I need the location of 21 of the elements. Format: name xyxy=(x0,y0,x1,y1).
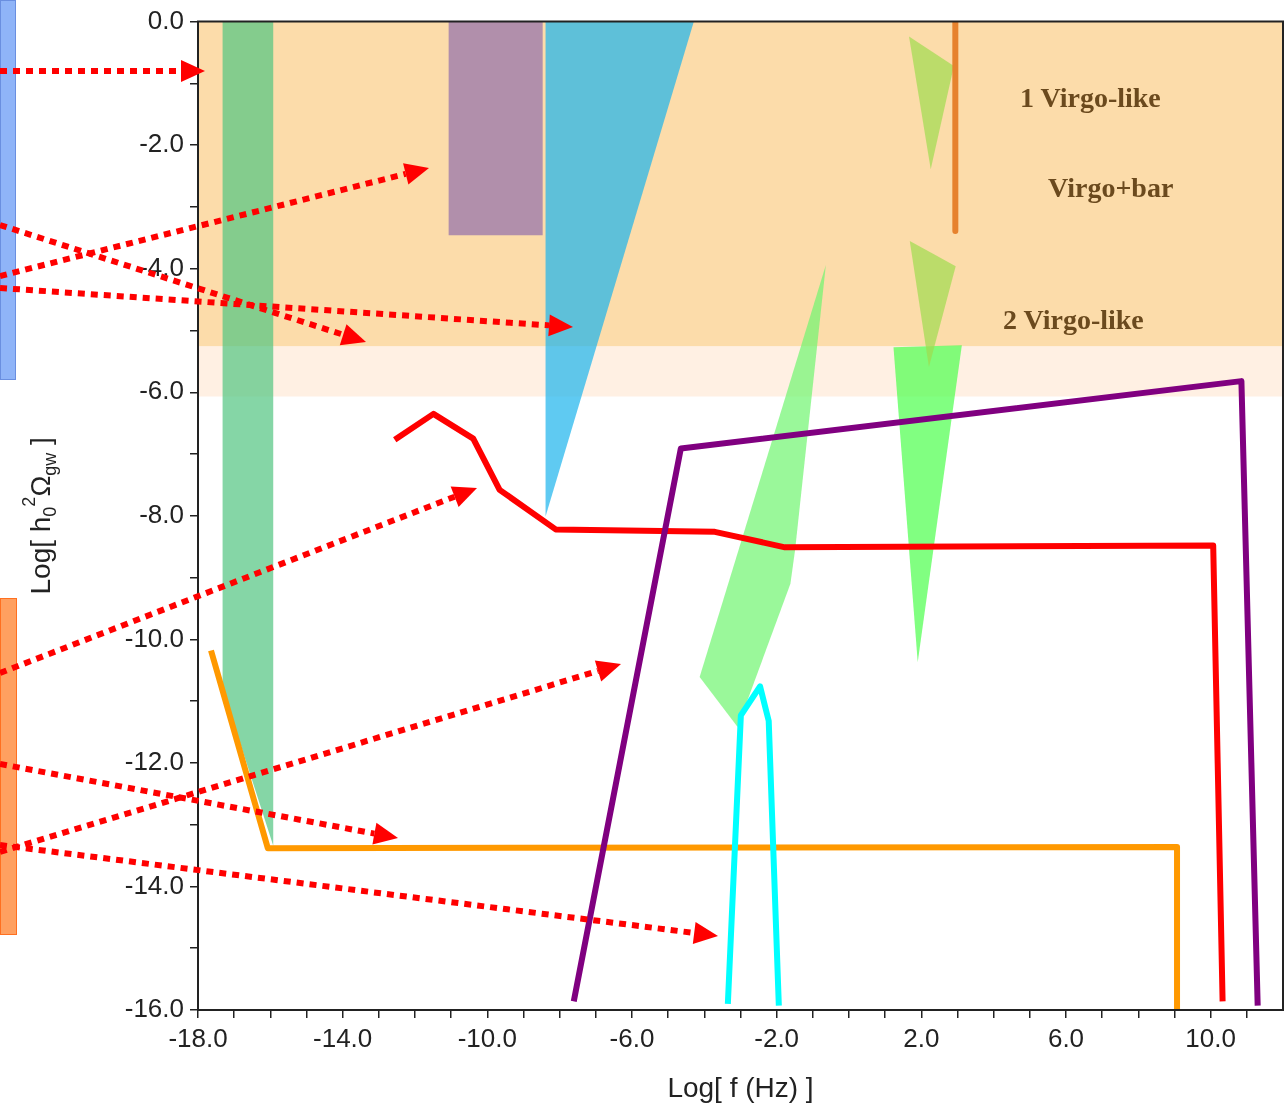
y-tick-label: -8.0 xyxy=(139,498,184,529)
x-tick-label: -6.0 xyxy=(609,1022,655,1053)
x-tick-label: -2.0 xyxy=(754,1022,800,1053)
y-tick-label: -14.0 xyxy=(124,869,184,900)
x-tick-label: -14.0 xyxy=(313,1022,373,1053)
annotation: 1 Virgo-like xyxy=(1020,81,1161,113)
y-tick-label: 0.0 xyxy=(147,4,184,35)
y-tick-label: -10.0 xyxy=(124,622,184,653)
x-tick-label: 10.0 xyxy=(1185,1022,1236,1053)
y-axis-title: Log[ h02Ωgw ] xyxy=(18,437,60,595)
x-tick-label: 6.0 xyxy=(1047,1022,1085,1053)
y-tick-label: -16.0 xyxy=(124,993,184,1024)
y-tick-label: -6.0 xyxy=(139,375,184,406)
y-tick-label: -2.0 xyxy=(139,128,184,159)
x-axis-title: Log[ f (Hz) ] xyxy=(667,1071,814,1103)
x-tick-label: 2.0 xyxy=(903,1022,940,1053)
annotation: Virgo+bar xyxy=(1048,171,1174,203)
x-tick-label: -10.0 xyxy=(457,1022,517,1053)
x-tick-label: -18.0 xyxy=(168,1022,228,1053)
annotation: 2 Virgo-like xyxy=(1003,303,1144,335)
y-tick-label: -12.0 xyxy=(124,746,184,777)
